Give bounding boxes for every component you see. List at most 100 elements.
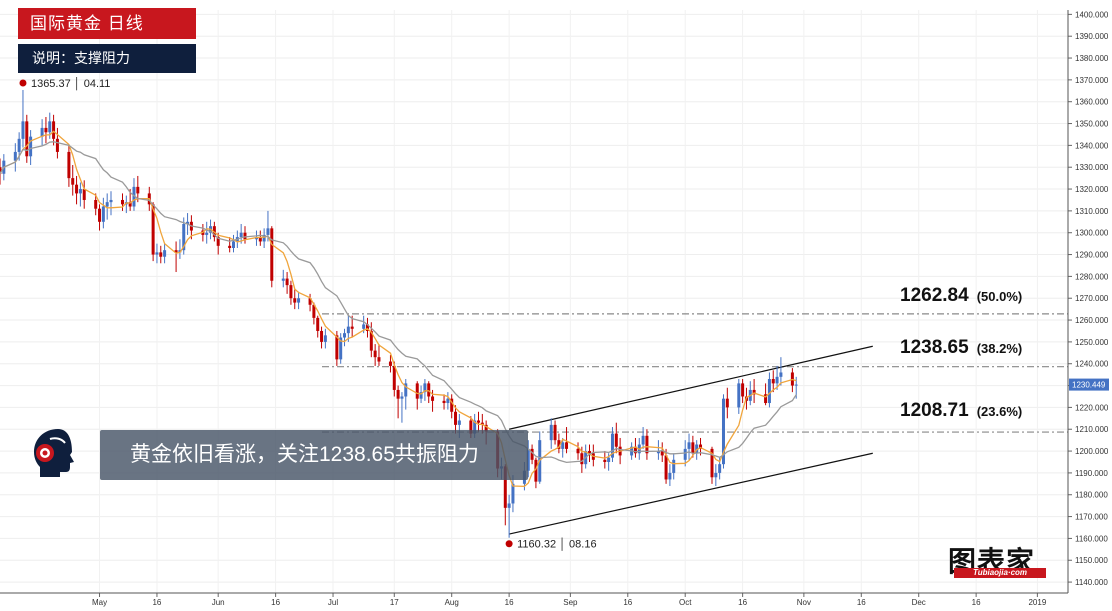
candle-body xyxy=(691,442,695,454)
candle-body xyxy=(664,455,668,480)
channel-line xyxy=(508,345,873,430)
candle-body xyxy=(101,206,105,222)
y-tick-label: 1210.000 xyxy=(1075,425,1109,434)
y-tick-label: 1170.000 xyxy=(1075,513,1108,522)
brand-logo: 图表家 Tubiaojia·com xyxy=(948,540,1050,580)
logo-subtext: Tubiaojia·com xyxy=(954,568,1046,578)
candle-body xyxy=(228,245,232,249)
annotations-layer: 1365.37 │ 04.11 1160.32 │ 08.16 xyxy=(19,76,597,552)
candle-body xyxy=(308,298,312,305)
candle-body xyxy=(365,324,369,331)
x-tick-label: May xyxy=(92,598,107,607)
candle-body xyxy=(98,208,102,222)
candle-body xyxy=(454,411,458,425)
candle-body xyxy=(553,424,557,441)
candle-body xyxy=(266,228,270,235)
candle-body xyxy=(530,448,534,460)
candle-body xyxy=(771,379,775,384)
candle-body xyxy=(262,234,266,242)
candle-body xyxy=(17,138,21,152)
candle-body xyxy=(469,420,473,434)
x-tick-label: 17 xyxy=(390,598,399,607)
x-tick-label: Aug xyxy=(445,598,459,607)
candle-body xyxy=(174,250,178,253)
candle-body xyxy=(607,457,611,462)
candle-body xyxy=(526,448,530,471)
candle-body xyxy=(737,383,741,408)
candle-body xyxy=(672,459,676,473)
y-tick-label: 1320.000 xyxy=(1075,185,1109,194)
y-tick-label: 1380.000 xyxy=(1075,54,1109,63)
candle-body xyxy=(350,326,354,329)
candle-body xyxy=(668,472,672,480)
candle-body xyxy=(415,383,419,399)
candle-body xyxy=(40,127,44,137)
candle-body xyxy=(775,376,779,384)
candle-body xyxy=(128,202,132,207)
candle-body xyxy=(388,361,392,366)
candle-body xyxy=(641,435,645,445)
candle-body xyxy=(346,326,350,334)
candle-body xyxy=(794,384,798,386)
trend-channel-layer xyxy=(508,345,873,535)
candle-body xyxy=(603,459,607,462)
x-tick-label: Oct xyxy=(679,598,692,607)
candle-body xyxy=(13,151,17,161)
candle-body xyxy=(0,167,2,174)
candle-body xyxy=(216,237,220,246)
y-tick-label: 1160.000 xyxy=(1075,534,1108,543)
candle-body xyxy=(297,298,301,303)
candle-body xyxy=(767,379,771,404)
candle-body xyxy=(511,483,515,504)
candle-body xyxy=(645,435,649,454)
y-tick-label: 1270.000 xyxy=(1075,294,1109,303)
candle-body xyxy=(136,186,140,194)
candle-body xyxy=(48,121,52,133)
candle-body xyxy=(710,448,714,478)
candle-body xyxy=(25,121,29,157)
x-tick-label: 16 xyxy=(972,598,981,607)
candle-body xyxy=(258,237,262,242)
current-price-label: 1230.449 xyxy=(1072,381,1106,390)
candle-body xyxy=(186,221,190,224)
y-tick-label: 1350.000 xyxy=(1075,120,1109,129)
candle-body xyxy=(683,448,687,460)
level-pct: (50.0%) xyxy=(976,289,1023,304)
y-tick-label: 1240.000 xyxy=(1075,360,1109,369)
candle-body xyxy=(71,178,75,185)
candle-body xyxy=(633,446,637,454)
y-tick-label: 1300.000 xyxy=(1075,229,1109,238)
candle-body xyxy=(243,232,247,240)
candle-body xyxy=(580,453,584,465)
candle-body xyxy=(285,278,289,286)
x-tick-label: Jun xyxy=(212,598,225,607)
candle-body xyxy=(105,202,109,207)
moving-average-line xyxy=(0,130,797,488)
x-tick-label: Dec xyxy=(912,598,926,607)
candle-body xyxy=(239,232,243,238)
candle-body xyxy=(293,298,297,303)
candle-body xyxy=(695,444,699,454)
candle-body xyxy=(78,189,82,194)
candle-body xyxy=(163,250,167,257)
y-tick-label: 1390.000 xyxy=(1075,32,1109,41)
candle-body xyxy=(52,121,56,139)
y-tick-label: 1360.000 xyxy=(1075,98,1109,107)
head-silhouette-icon xyxy=(34,429,74,477)
candle-body xyxy=(316,317,320,331)
candle-body xyxy=(205,232,209,235)
candle-body xyxy=(476,420,480,423)
level-label-236: 1208.71 (23.6%) xyxy=(900,400,1022,422)
level-label-382: 1238.65 (38.2%) xyxy=(900,337,1022,359)
candle-body xyxy=(442,400,446,404)
high-marker-dot xyxy=(19,79,27,87)
candle-body xyxy=(614,433,618,447)
y-tick-label: 1200.000 xyxy=(1075,447,1109,456)
x-tick-label: 16 xyxy=(152,598,161,607)
moving-averages-layer xyxy=(0,130,797,488)
candle-body xyxy=(109,199,113,203)
candle-body xyxy=(320,330,324,342)
y-tick-label: 1190.000 xyxy=(1075,469,1108,478)
y-tick-label: 1400.000 xyxy=(1075,10,1109,19)
level-value: 1208.71 xyxy=(900,400,969,421)
